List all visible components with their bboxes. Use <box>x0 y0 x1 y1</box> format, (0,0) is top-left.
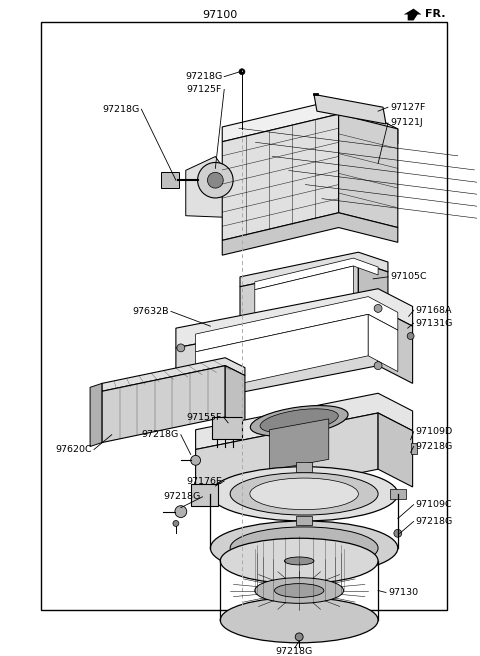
Bar <box>203 489 218 499</box>
Bar <box>41 22 447 610</box>
Polygon shape <box>102 365 225 443</box>
Ellipse shape <box>230 473 378 515</box>
Circle shape <box>207 173 223 188</box>
Polygon shape <box>102 358 245 391</box>
Text: 97620C: 97620C <box>55 445 92 454</box>
Circle shape <box>173 520 179 526</box>
Ellipse shape <box>220 538 378 584</box>
Polygon shape <box>196 393 413 449</box>
Circle shape <box>191 455 201 465</box>
Circle shape <box>374 304 382 312</box>
Polygon shape <box>176 289 413 348</box>
Text: 97218G: 97218G <box>185 72 222 81</box>
Bar <box>410 443 417 455</box>
Circle shape <box>407 333 414 340</box>
Polygon shape <box>222 213 398 255</box>
Bar <box>212 417 242 439</box>
Ellipse shape <box>250 478 359 510</box>
Ellipse shape <box>220 598 378 643</box>
Polygon shape <box>404 9 421 20</box>
Polygon shape <box>359 262 388 306</box>
Polygon shape <box>196 297 398 352</box>
Text: 97127F: 97127F <box>390 103 425 112</box>
Bar <box>191 484 218 506</box>
Text: 97105C: 97105C <box>390 272 427 281</box>
Text: 97176E: 97176E <box>186 476 222 485</box>
Circle shape <box>239 69 245 75</box>
Polygon shape <box>90 383 102 447</box>
Bar <box>390 489 406 499</box>
Polygon shape <box>240 262 359 321</box>
Polygon shape <box>378 413 413 487</box>
Polygon shape <box>222 99 398 144</box>
Text: 97121J: 97121J <box>390 119 423 127</box>
Polygon shape <box>378 308 413 383</box>
Ellipse shape <box>275 584 324 598</box>
Ellipse shape <box>250 405 348 436</box>
Polygon shape <box>196 413 378 506</box>
Bar <box>161 173 179 188</box>
Polygon shape <box>176 308 378 405</box>
Text: 97218G: 97218G <box>163 492 201 501</box>
Text: 97131G: 97131G <box>416 319 453 328</box>
Text: 97155F: 97155F <box>187 413 222 422</box>
Circle shape <box>374 361 382 369</box>
Ellipse shape <box>284 557 314 565</box>
Text: 97109D: 97109D <box>416 427 453 436</box>
Text: 97218G: 97218G <box>102 105 139 113</box>
Text: 97218G: 97218G <box>416 517 453 526</box>
Ellipse shape <box>210 521 398 575</box>
Polygon shape <box>368 314 398 371</box>
Circle shape <box>198 163 233 198</box>
Ellipse shape <box>210 466 398 521</box>
Ellipse shape <box>255 578 344 604</box>
Circle shape <box>172 401 180 409</box>
Bar <box>296 462 312 472</box>
Ellipse shape <box>230 527 378 569</box>
Text: 97218G: 97218G <box>416 442 453 451</box>
Polygon shape <box>314 94 386 124</box>
Text: 97218G: 97218G <box>142 430 179 439</box>
Text: 97218G: 97218G <box>276 647 313 656</box>
Bar <box>296 516 312 525</box>
Text: 97109C: 97109C <box>416 501 452 509</box>
Text: 97168A: 97168A <box>416 306 452 315</box>
Polygon shape <box>255 266 353 318</box>
Text: 97125F: 97125F <box>187 85 222 94</box>
Circle shape <box>295 633 303 641</box>
Polygon shape <box>255 258 378 290</box>
Polygon shape <box>270 419 329 470</box>
Polygon shape <box>196 314 368 393</box>
Polygon shape <box>225 365 245 427</box>
Text: FR.: FR. <box>425 9 446 18</box>
Text: 97130: 97130 <box>388 588 418 597</box>
Circle shape <box>175 506 187 518</box>
Circle shape <box>177 344 185 352</box>
Ellipse shape <box>260 409 338 433</box>
Polygon shape <box>240 252 388 287</box>
Text: 97100: 97100 <box>203 9 238 20</box>
Polygon shape <box>338 114 398 228</box>
Polygon shape <box>186 157 240 218</box>
Text: 97632B: 97632B <box>132 307 169 316</box>
Polygon shape <box>222 114 338 240</box>
Circle shape <box>394 529 402 537</box>
